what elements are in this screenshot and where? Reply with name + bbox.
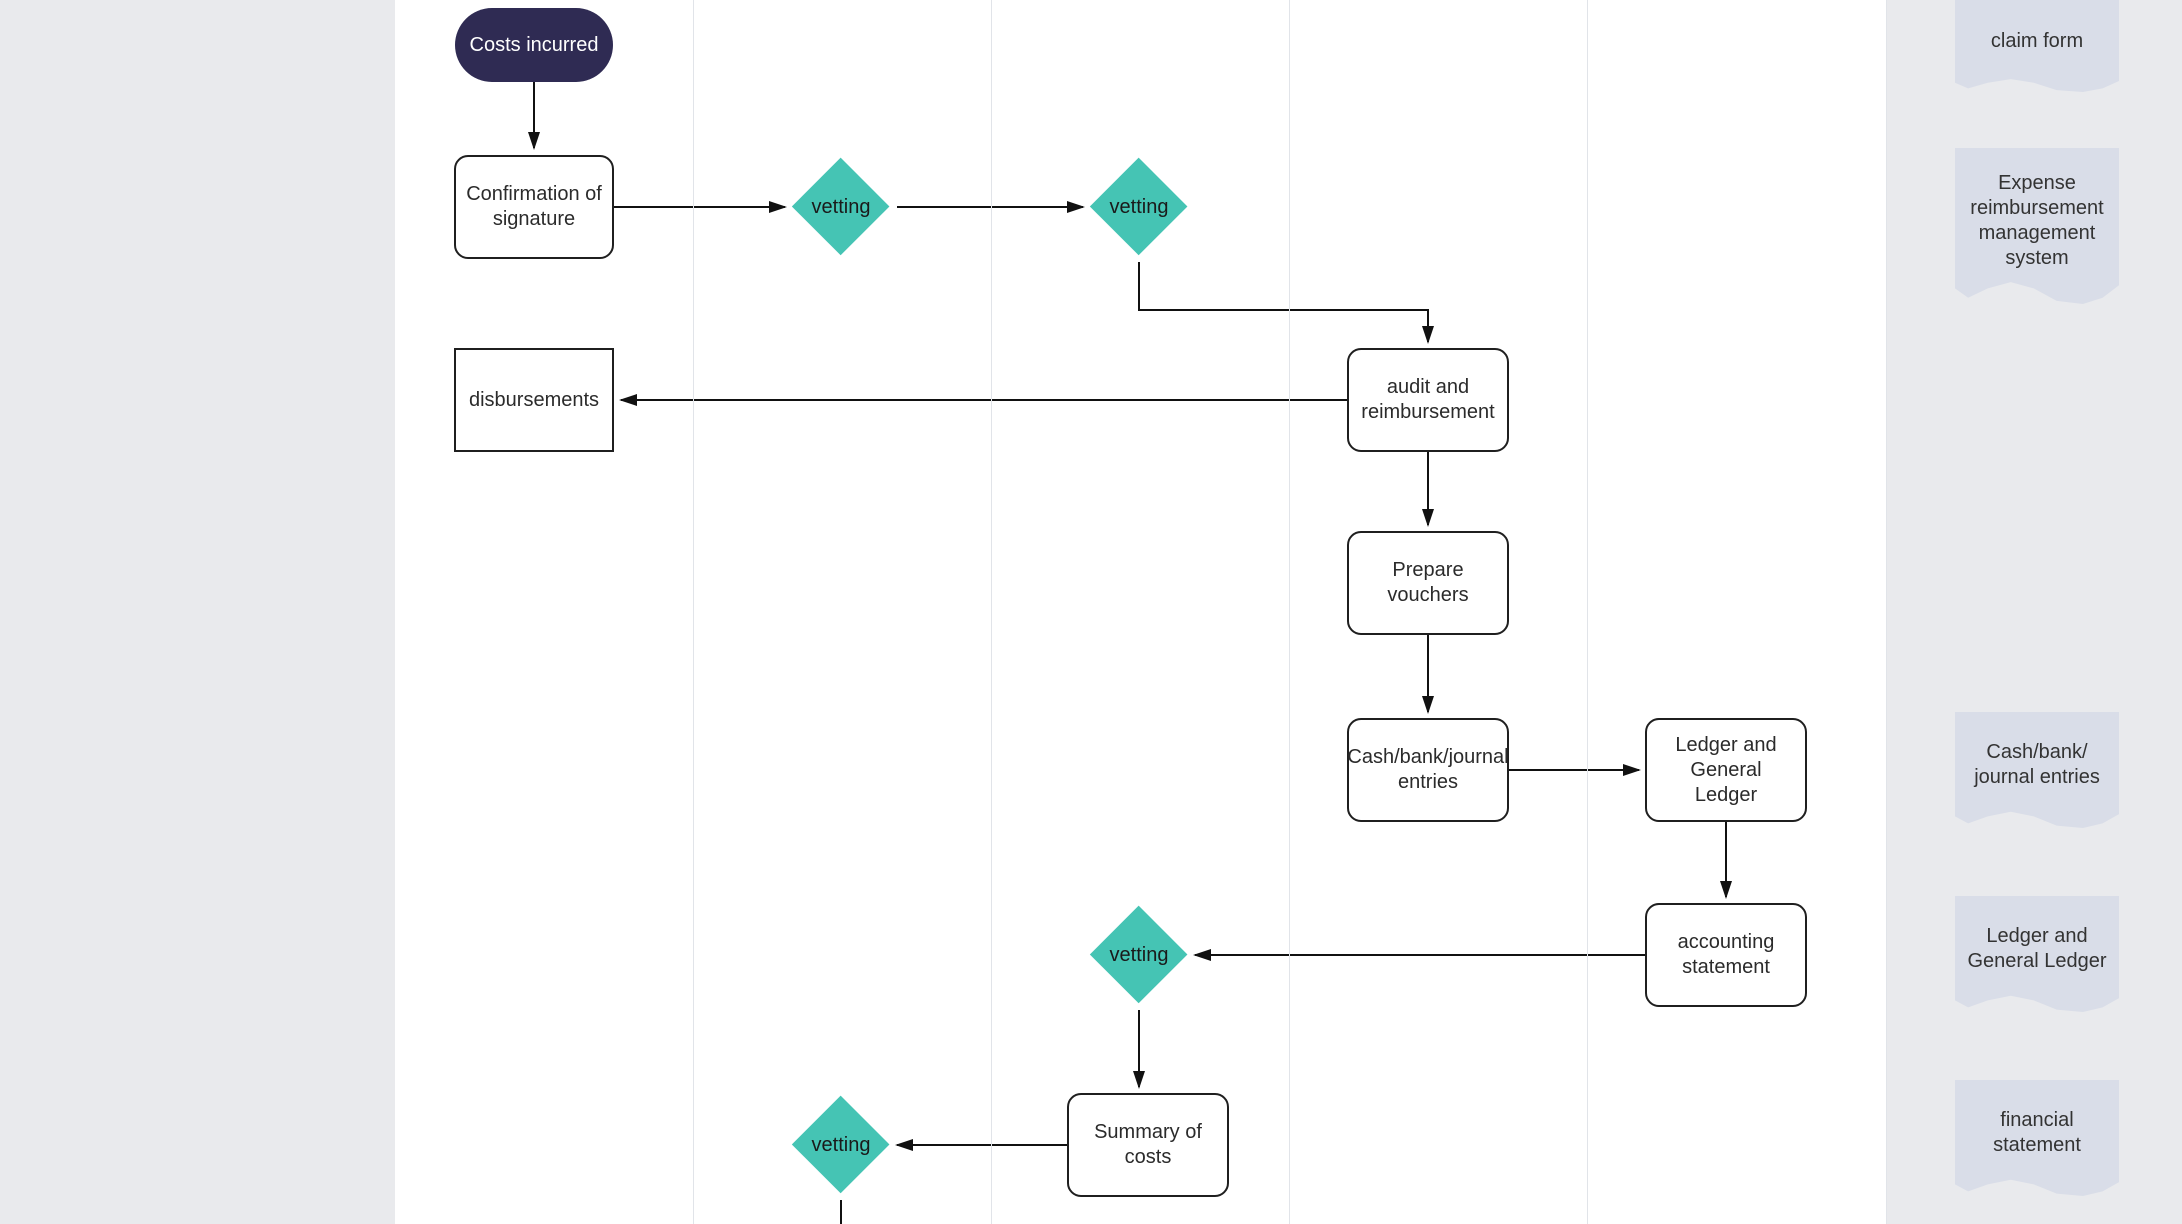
decision-label: vetting	[1090, 906, 1188, 1004]
decision-label: vetting	[1090, 158, 1188, 256]
lane-divider	[693, 0, 694, 1224]
edge	[1139, 262, 1428, 342]
lane-divider	[991, 0, 992, 1224]
process-node-ledger[interactable]: Ledger and General Ledger	[1645, 718, 1807, 822]
document-shape-doc3[interactable]: Cash/bank/ journal entries	[1955, 712, 2119, 828]
process-node-summary[interactable]: Summary of costs	[1067, 1093, 1229, 1197]
node-label: Cash/bank/journal entries	[1347, 745, 1508, 795]
document-label: Ledger and General Ledger	[1965, 924, 2109, 974]
process-node-confirm[interactable]: Confirmation of signature	[454, 155, 614, 259]
document-label: financial statement	[1965, 1108, 2109, 1158]
process-node-entries[interactable]: Cash/bank/journal entries	[1347, 718, 1509, 822]
process-node-vouchers[interactable]: Prepare vouchers	[1347, 531, 1509, 635]
node-label: disbursements	[469, 388, 599, 413]
node-label: Costs incurred	[470, 33, 599, 58]
node-label: audit and reimbursement	[1359, 375, 1497, 425]
process-node-acct[interactable]: accounting statement	[1645, 903, 1807, 1007]
document-shape-doc4[interactable]: Ledger and General Ledger	[1955, 896, 2119, 1012]
document-label: Cash/bank/ journal entries	[1965, 740, 2109, 790]
process-node-audit[interactable]: audit and reimbursement	[1347, 348, 1509, 452]
node-label: accounting statement	[1657, 930, 1795, 980]
decision-node-vet2[interactable]: vetting	[1090, 158, 1188, 256]
rect-node-disb[interactable]: disbursements	[454, 348, 614, 452]
node-label: Confirmation of signature	[466, 182, 602, 232]
lane-divider	[1289, 0, 1290, 1224]
document-shape-doc2[interactable]: Expense reimbursement management system	[1955, 148, 2119, 304]
decision-label: vetting	[792, 158, 890, 256]
start-node-start[interactable]: Costs incurred	[455, 8, 613, 82]
lane-divider	[1886, 0, 1887, 1224]
flowchart-canvas: Costs incurred Confirmation of signature v…	[395, 0, 1886, 1224]
document-label: Expense reimbursement management system	[1965, 171, 2109, 271]
decision-node-vet4[interactable]: vetting	[792, 1096, 890, 1194]
decision-node-vet1[interactable]: vetting	[792, 158, 890, 256]
document-shape-doc5[interactable]: financial statement	[1955, 1080, 2119, 1196]
decision-node-vet3[interactable]: vetting	[1090, 906, 1188, 1004]
lane-divider	[1587, 0, 1588, 1224]
document-shape-doc1[interactable]: claim form	[1955, 0, 2119, 92]
decision-label: vetting	[792, 1096, 890, 1194]
node-label: Ledger and General Ledger	[1657, 733, 1795, 808]
node-label: Prepare vouchers	[1359, 558, 1497, 608]
node-label: Summary of costs	[1079, 1120, 1217, 1170]
document-label: claim form	[1991, 29, 2083, 54]
